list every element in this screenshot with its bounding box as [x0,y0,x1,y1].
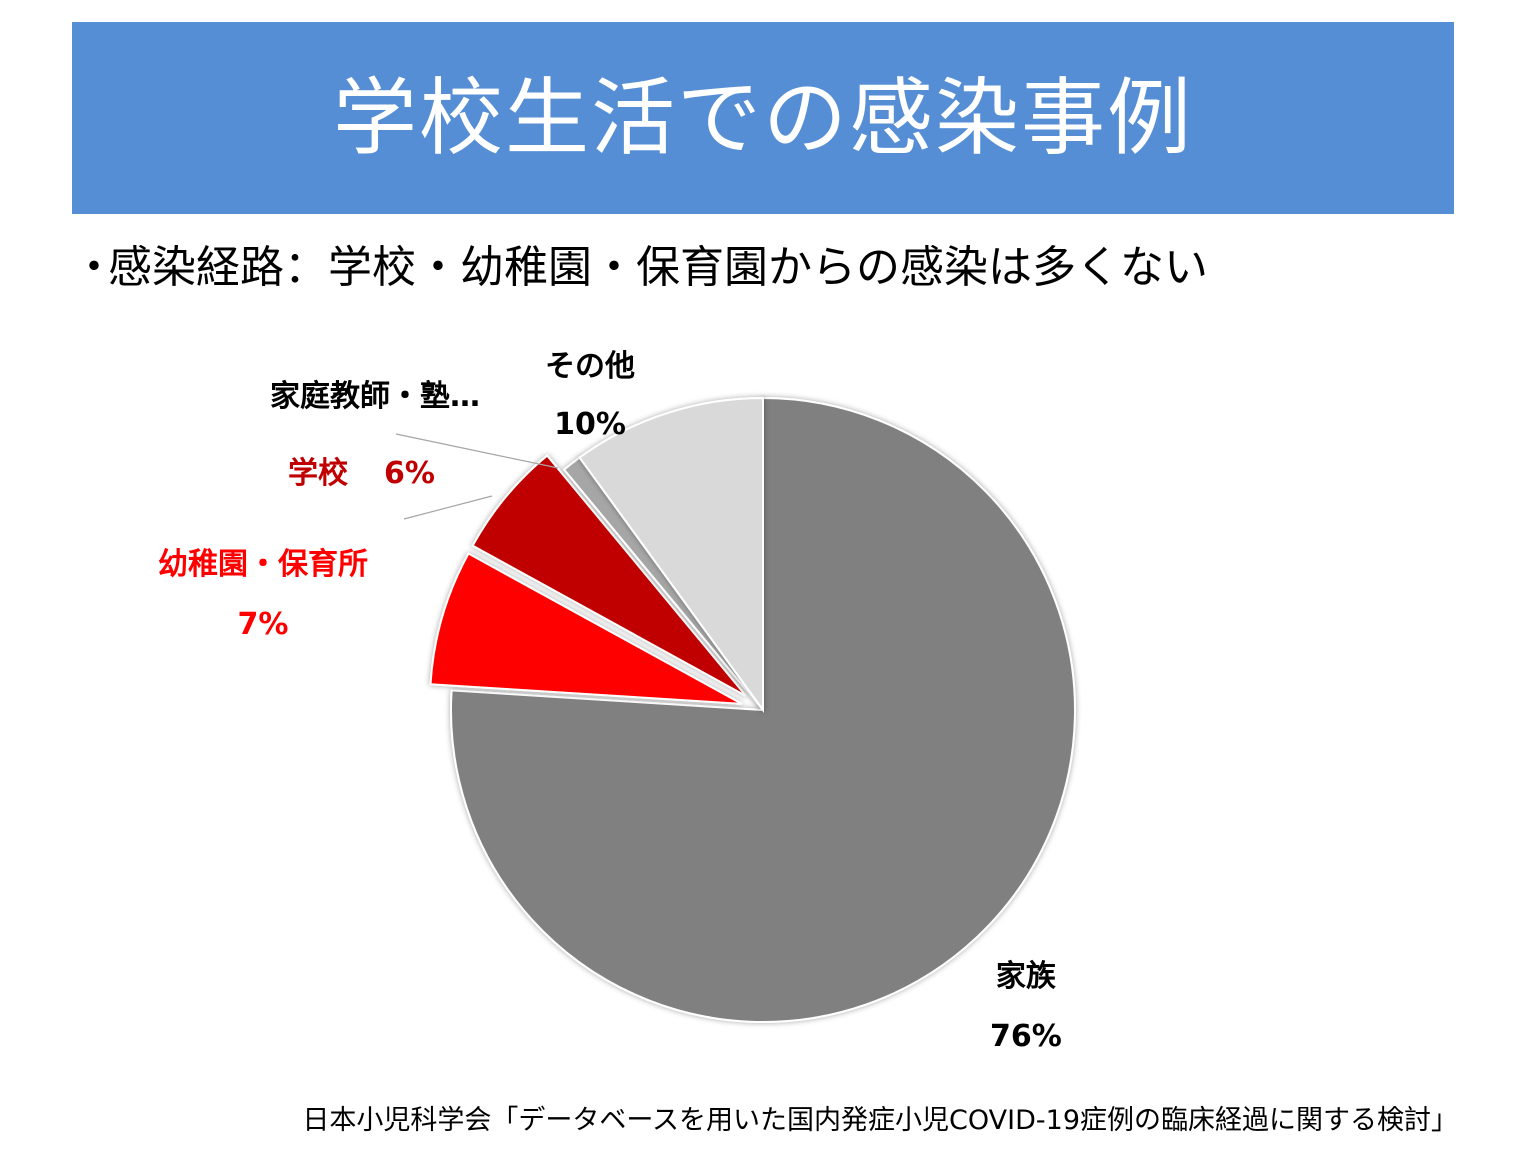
page-title: 学校生活での感染事例 [332,69,1193,167]
slice-label-tutor: 家庭教師・塾… [270,382,480,412]
bullet-point: ・感染経路：学校・幼稚園・保育園からの感染は多くない [72,238,1208,298]
slice-value-other: 10% [554,407,626,442]
title-banner: 学校生活での感染事例 [72,22,1454,214]
source-citation: 日本小児科学会「データベースを用いた国内発症小児COVID-19症例の臨床経過に… [302,1105,1458,1136]
slice-value-school: 6% [384,456,435,491]
slice-name-other: その他 [545,349,635,384]
pie-slice-other [578,396,764,714]
pie-slices [429,396,1076,1023]
leader-line-juku [395,433,559,469]
slice-value-family: 76% [990,1019,1062,1054]
pie-slice-school [471,454,747,697]
slice-label-school: 学校 6% [288,459,435,489]
slice-name-kindergarten: 幼稚園・保育所 [158,547,368,582]
slice-name-school: 学校 [288,456,348,491]
slice-label-family: 家族 76% [990,962,1062,1052]
slice-value-kindergarten: 7% [237,607,289,642]
leader-line-school [403,495,493,520]
pie-slice-kindergarten [429,552,743,705]
slice-name-family: 家族 [995,959,1056,994]
slice-name-tutor: 家庭教師・塾… [270,379,480,414]
slice-label-kindergarten: 幼稚園・保育所 7% [158,550,368,640]
leader-lines [395,433,559,520]
slice-label-other: その他 10% [545,352,635,440]
bullet-text: 感染経路：学校・幼稚園・保育園からの感染は多くない [108,242,1208,293]
pie-slice-family [450,396,1076,1023]
